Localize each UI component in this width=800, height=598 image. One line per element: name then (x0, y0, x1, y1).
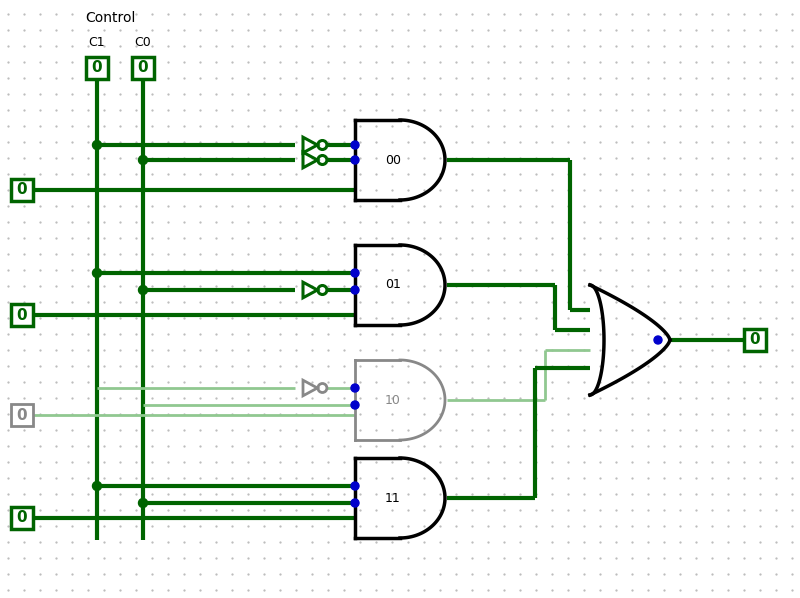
Circle shape (138, 155, 147, 164)
Circle shape (93, 481, 102, 490)
Circle shape (351, 269, 359, 277)
Bar (132, 57, 154, 79)
Text: 0: 0 (17, 307, 27, 322)
Text: C1: C1 (89, 35, 106, 48)
Circle shape (351, 482, 359, 490)
Text: 0: 0 (92, 60, 102, 75)
Circle shape (654, 336, 662, 344)
Circle shape (351, 286, 359, 294)
Text: 11: 11 (385, 492, 401, 505)
Circle shape (351, 141, 359, 149)
Text: C0: C0 (134, 35, 151, 48)
Bar (11, 304, 33, 326)
Circle shape (138, 285, 147, 294)
Circle shape (351, 499, 359, 507)
Bar (11, 404, 33, 426)
Circle shape (351, 384, 359, 392)
Text: 0: 0 (17, 182, 27, 197)
Text: 0: 0 (17, 511, 27, 526)
Text: Control: Control (85, 11, 135, 25)
Bar (744, 329, 766, 351)
Bar (11, 507, 33, 529)
Circle shape (351, 156, 359, 164)
Bar (86, 57, 108, 79)
Bar (11, 179, 33, 201)
Circle shape (138, 499, 147, 508)
Circle shape (93, 269, 102, 277)
Text: 0: 0 (750, 332, 760, 347)
Circle shape (93, 141, 102, 150)
Text: 01: 01 (385, 279, 401, 291)
Text: 0: 0 (138, 60, 148, 75)
Text: 00: 00 (385, 154, 401, 166)
Text: 10: 10 (385, 393, 401, 407)
Circle shape (351, 401, 359, 409)
Text: 0: 0 (17, 407, 27, 423)
